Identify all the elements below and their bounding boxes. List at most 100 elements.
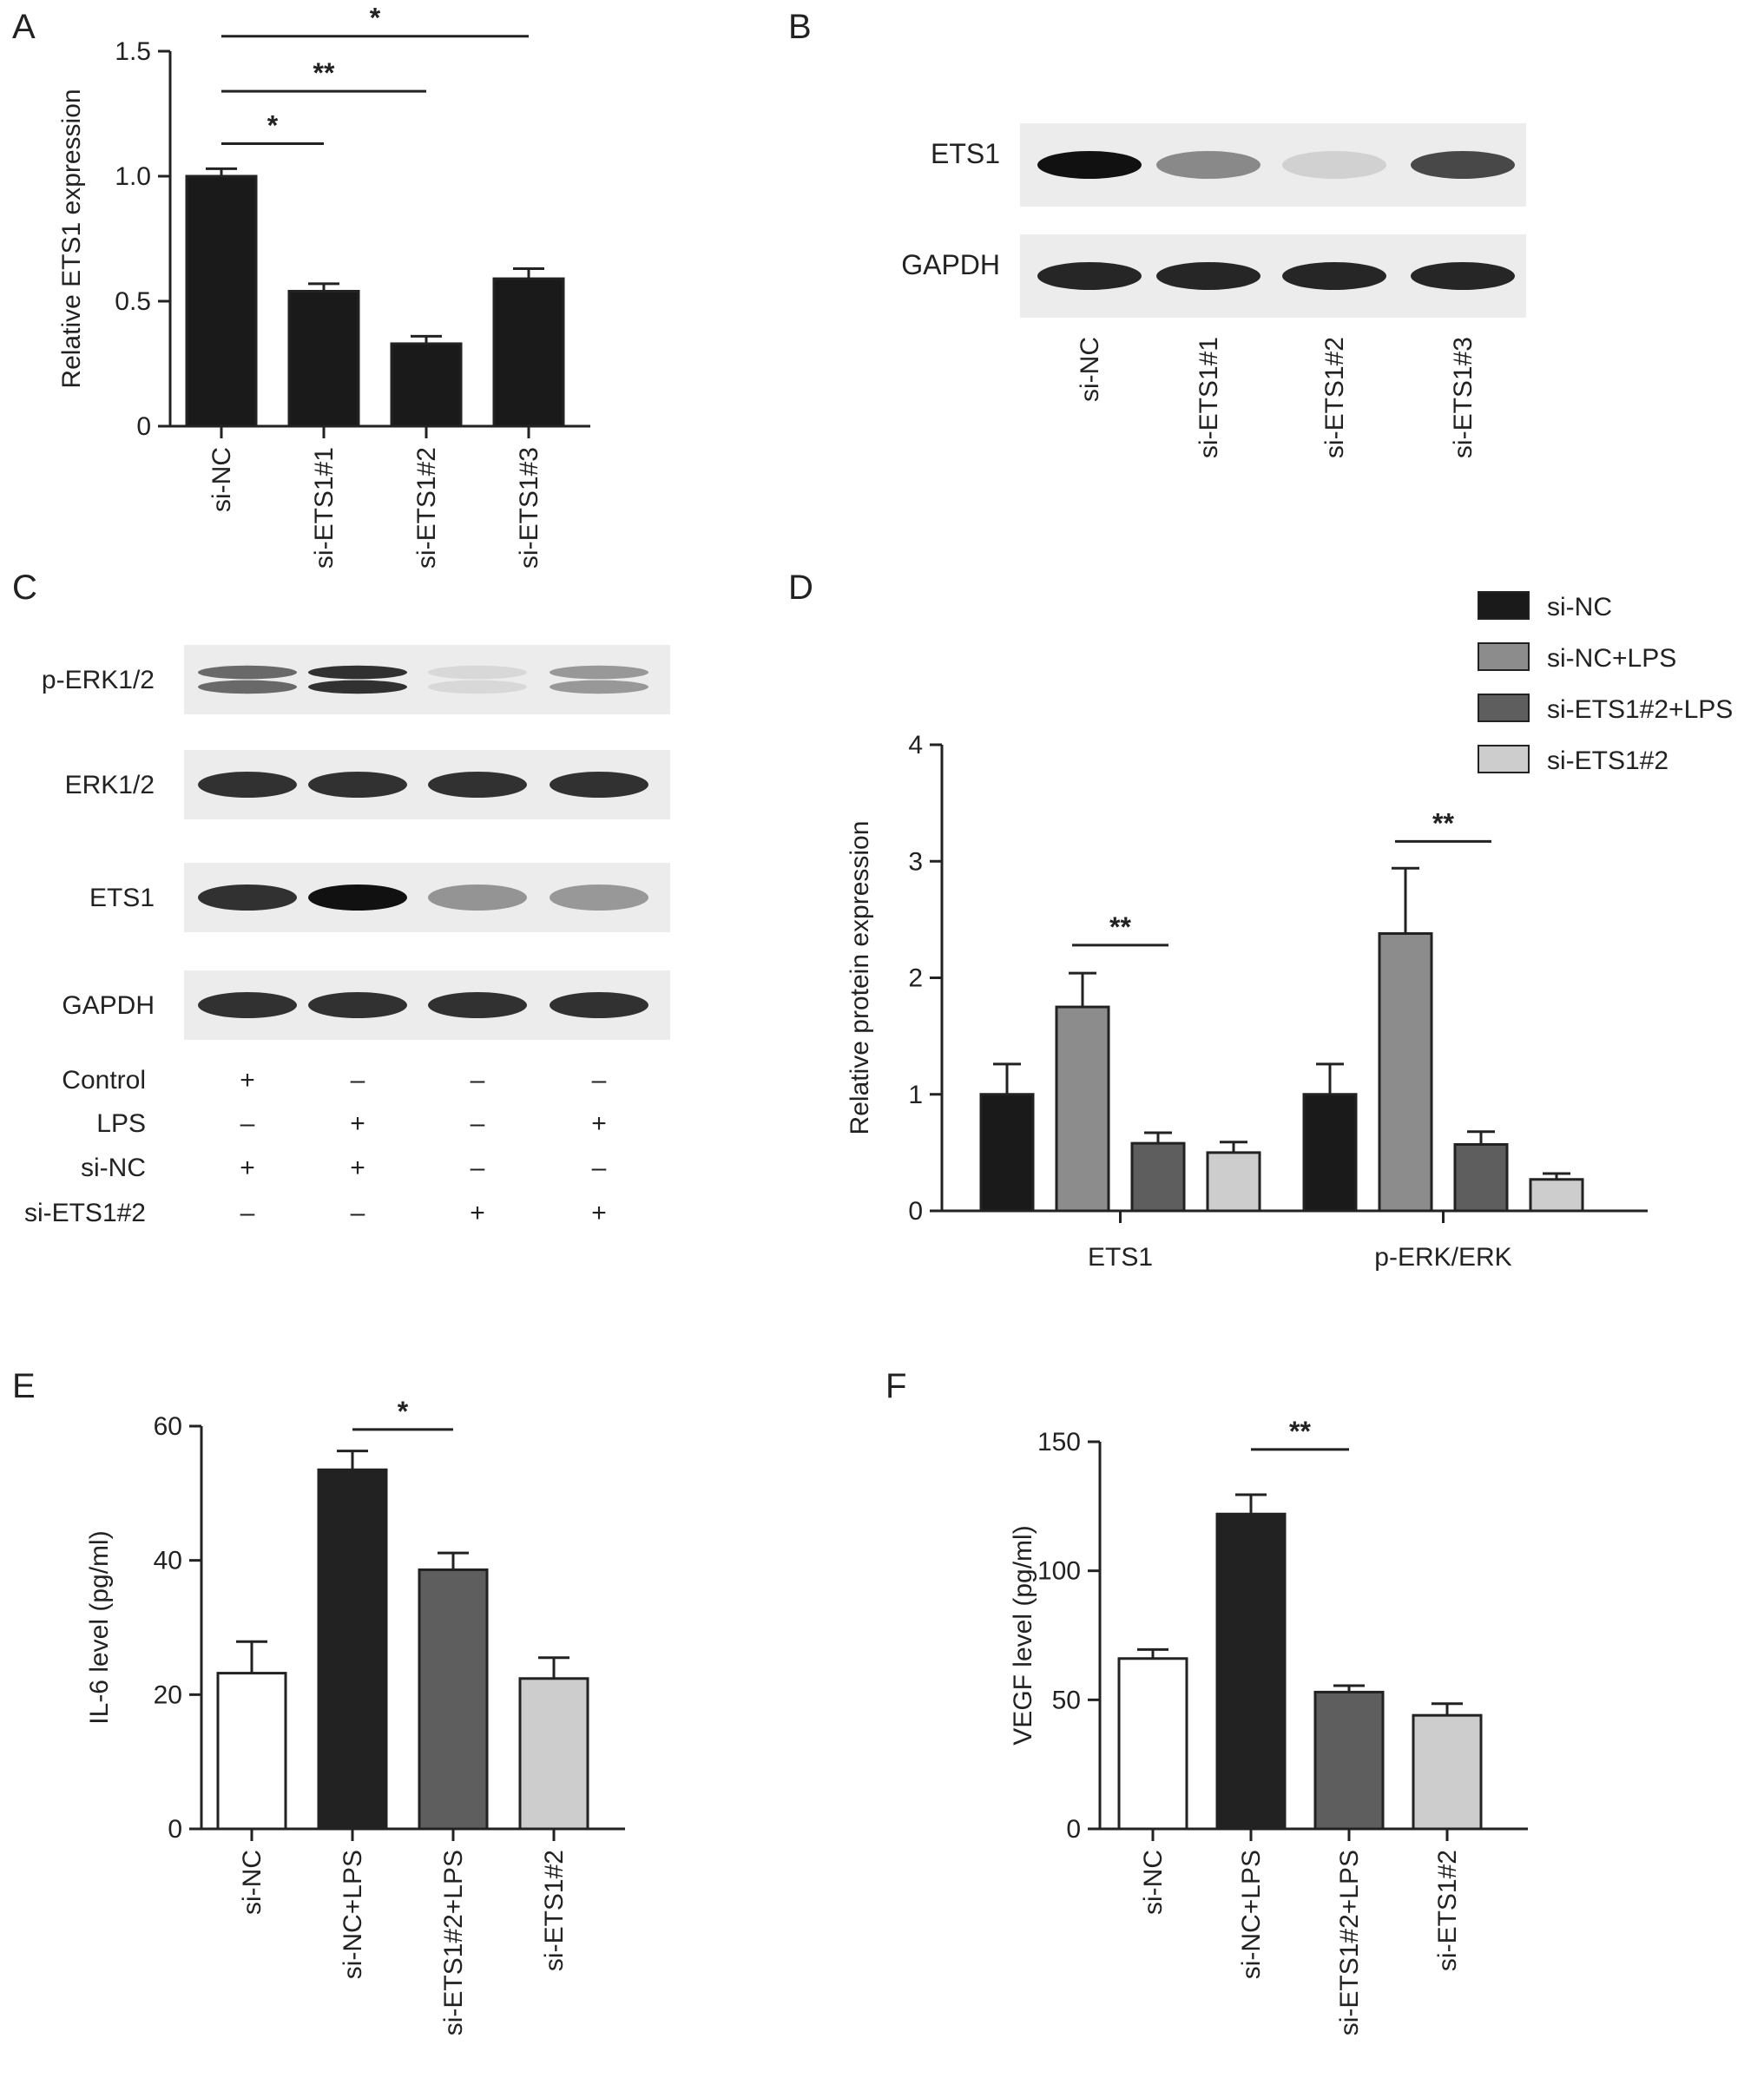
band-GAPDH-3 [1411, 262, 1515, 290]
condition-mark: + [350, 1109, 365, 1138]
condition-mark: + [591, 1109, 607, 1138]
band-ETS1-0 [198, 884, 297, 911]
bar-si-ETS1#2 [1412, 1713, 1483, 1831]
significance-label: ** [313, 57, 335, 89]
x-tick-label: si-ETS1#3 [515, 447, 543, 569]
x-tick-label: si-ETS1#2 [412, 447, 441, 569]
condition-mark: – [592, 1066, 607, 1095]
blot-row-label: ERK1/2 [65, 771, 155, 799]
band-ETS1-1 [308, 884, 407, 911]
band-GAPDH-1 [308, 992, 407, 1018]
x-tick-label: si-ETS1#2 [1433, 1850, 1462, 1971]
bar-si-ETS1#2+LPS [418, 1568, 489, 1831]
y-axis-label: IL-6 level (pg/ml) [85, 1530, 114, 1724]
band-ETS1-3 [1411, 151, 1515, 179]
blot-lane-label: si-ETS1#2 [1320, 337, 1349, 458]
y-tick-label: 100 [1037, 1557, 1081, 1586]
blot-row-label: ETS1 [931, 138, 1000, 169]
condition-mark: – [240, 1199, 255, 1227]
band-GAPDH-1 [1156, 262, 1260, 290]
bar-si-ETS1#2 [390, 342, 463, 428]
bar-si-ETS1#2+LPS [1313, 1690, 1385, 1831]
band-ERK1/2-3 [550, 772, 648, 798]
condition-mark: + [350, 1154, 365, 1182]
x-tick-label: si-NC [1139, 1850, 1168, 1915]
y-tick-label: 0 [136, 412, 151, 441]
legend-label: si-ETS1#2+LPS [1547, 695, 1733, 724]
x-group-label: p-ERK/ERK [1374, 1243, 1511, 1272]
legend-swatch-si-NC [1478, 591, 1530, 620]
band-p-ERK1/2-2-upper [428, 665, 527, 680]
bar-ETS1-si-NC [979, 1093, 1035, 1213]
panel-d-chart: 0 1 2 3 4 Relative protein expression ETS1 p-ER… [846, 591, 1733, 1272]
legend-swatch-si-ETS1#2+LPS [1478, 694, 1530, 722]
band-GAPDH-2 [428, 992, 527, 1018]
y-tick-label: 0 [168, 1815, 182, 1844]
bar-si-NC [1117, 1657, 1188, 1831]
blot-lane-label: si-NC [1076, 337, 1104, 402]
y-tick-label: 4 [908, 731, 923, 760]
y-tick-label: 0 [908, 1197, 923, 1226]
bar-ETS1-si-ETS1#2 [1206, 1151, 1261, 1213]
bar-si-NC+LPS [317, 1468, 388, 1831]
bar-si-ETS1#3 [492, 277, 565, 428]
significance-label: * [267, 110, 279, 141]
panel-label-E: E [12, 1367, 36, 1405]
blot-lane-label: si-ETS1#1 [1195, 337, 1223, 458]
condition-mark: + [470, 1199, 485, 1227]
band-ETS1-2 [428, 884, 527, 911]
condition-mark: – [471, 1154, 485, 1182]
blot-lane-label: si-ETS1#3 [1449, 337, 1478, 458]
panel-b-blot: ETS1 GAPDH si-NC si-ETS1#1 si-ETS1#2 si-ETS1#… [901, 123, 1526, 458]
condition-mark: – [240, 1109, 255, 1138]
band-p-ERK1/2-3-lower [550, 680, 648, 694]
y-tick-label: 40 [154, 1547, 182, 1575]
bar-si-NC+LPS [1215, 1512, 1287, 1831]
band-ERK1/2-2 [428, 772, 527, 798]
bar-si-NC [216, 1672, 287, 1831]
legend-label: si-NC+LPS [1547, 644, 1676, 673]
band-ETS1-0 [1037, 151, 1142, 179]
legend-label: si-ETS1#2 [1547, 746, 1669, 775]
bar-ETS1-si-ETS1#2+LPS [1130, 1141, 1186, 1213]
y-axis-label: Relative ETS1 expression [57, 89, 86, 388]
panel-f-chart: 0 50 100 150 VEGF level (pg/ml) si-NC si-NC+LP… [1009, 1416, 1528, 2035]
panel-a-chart: 0 0.5 1.0 1.5 Relative ETS1 expression si-NC s… [57, 3, 590, 569]
y-tick-label: 1 [908, 1081, 923, 1109]
band-p-ERK1/2-1-lower [308, 680, 407, 694]
condition-mark: + [240, 1154, 255, 1182]
significance-label: ** [1432, 807, 1454, 838]
x-tick-label: si-NC [238, 1850, 267, 1915]
significance-label: * [398, 1396, 409, 1427]
band-ERK1/2-1 [308, 772, 407, 798]
band-p-ERK1/2-0-lower [198, 680, 297, 694]
band-ERK1/2-0 [198, 772, 297, 798]
panel-label-A: A [12, 8, 36, 46]
x-tick-label: si-NC+LPS [1237, 1850, 1266, 1979]
bar-ETS1-si-NC+LPS [1055, 1005, 1110, 1213]
condition-mark: – [351, 1066, 365, 1095]
y-tick-label: 150 [1037, 1428, 1081, 1457]
x-tick-label: si-NC [207, 447, 236, 512]
panel-labels: A B C D E F [12, 8, 906, 1405]
x-tick-label: si-ETS1#2 [540, 1850, 569, 1971]
band-ETS1-2 [1282, 151, 1386, 179]
condition-mark: + [591, 1199, 607, 1227]
y-tick-label: 3 [908, 847, 923, 876]
band-ETS1-1 [1156, 151, 1260, 179]
significance-label: ** [1109, 911, 1131, 943]
panel-e-chart: 0 20 40 60 IL-6 level (pg/ml) si-NC si-NC+LPS s… [85, 1396, 625, 2035]
bar-p-ERK/ERK-si-ETS1#2+LPS [1453, 1142, 1509, 1213]
x-tick-label: si-ETS1#1 [310, 447, 339, 569]
y-axis-label: VEGF level (pg/ml) [1009, 1525, 1037, 1745]
condition-mark: – [351, 1199, 365, 1227]
condition-label: LPS [96, 1109, 146, 1138]
blot-row-label: GAPDH [901, 249, 1000, 280]
blot-row-label: ETS1 [89, 884, 155, 912]
panel-label-D: D [788, 569, 813, 607]
y-tick-label: 60 [154, 1412, 182, 1441]
legend-swatch-si-ETS1#2 [1478, 745, 1530, 773]
condition-mark: – [471, 1066, 485, 1095]
band-GAPDH-0 [1037, 262, 1142, 290]
y-tick-label: 1.5 [115, 37, 151, 66]
